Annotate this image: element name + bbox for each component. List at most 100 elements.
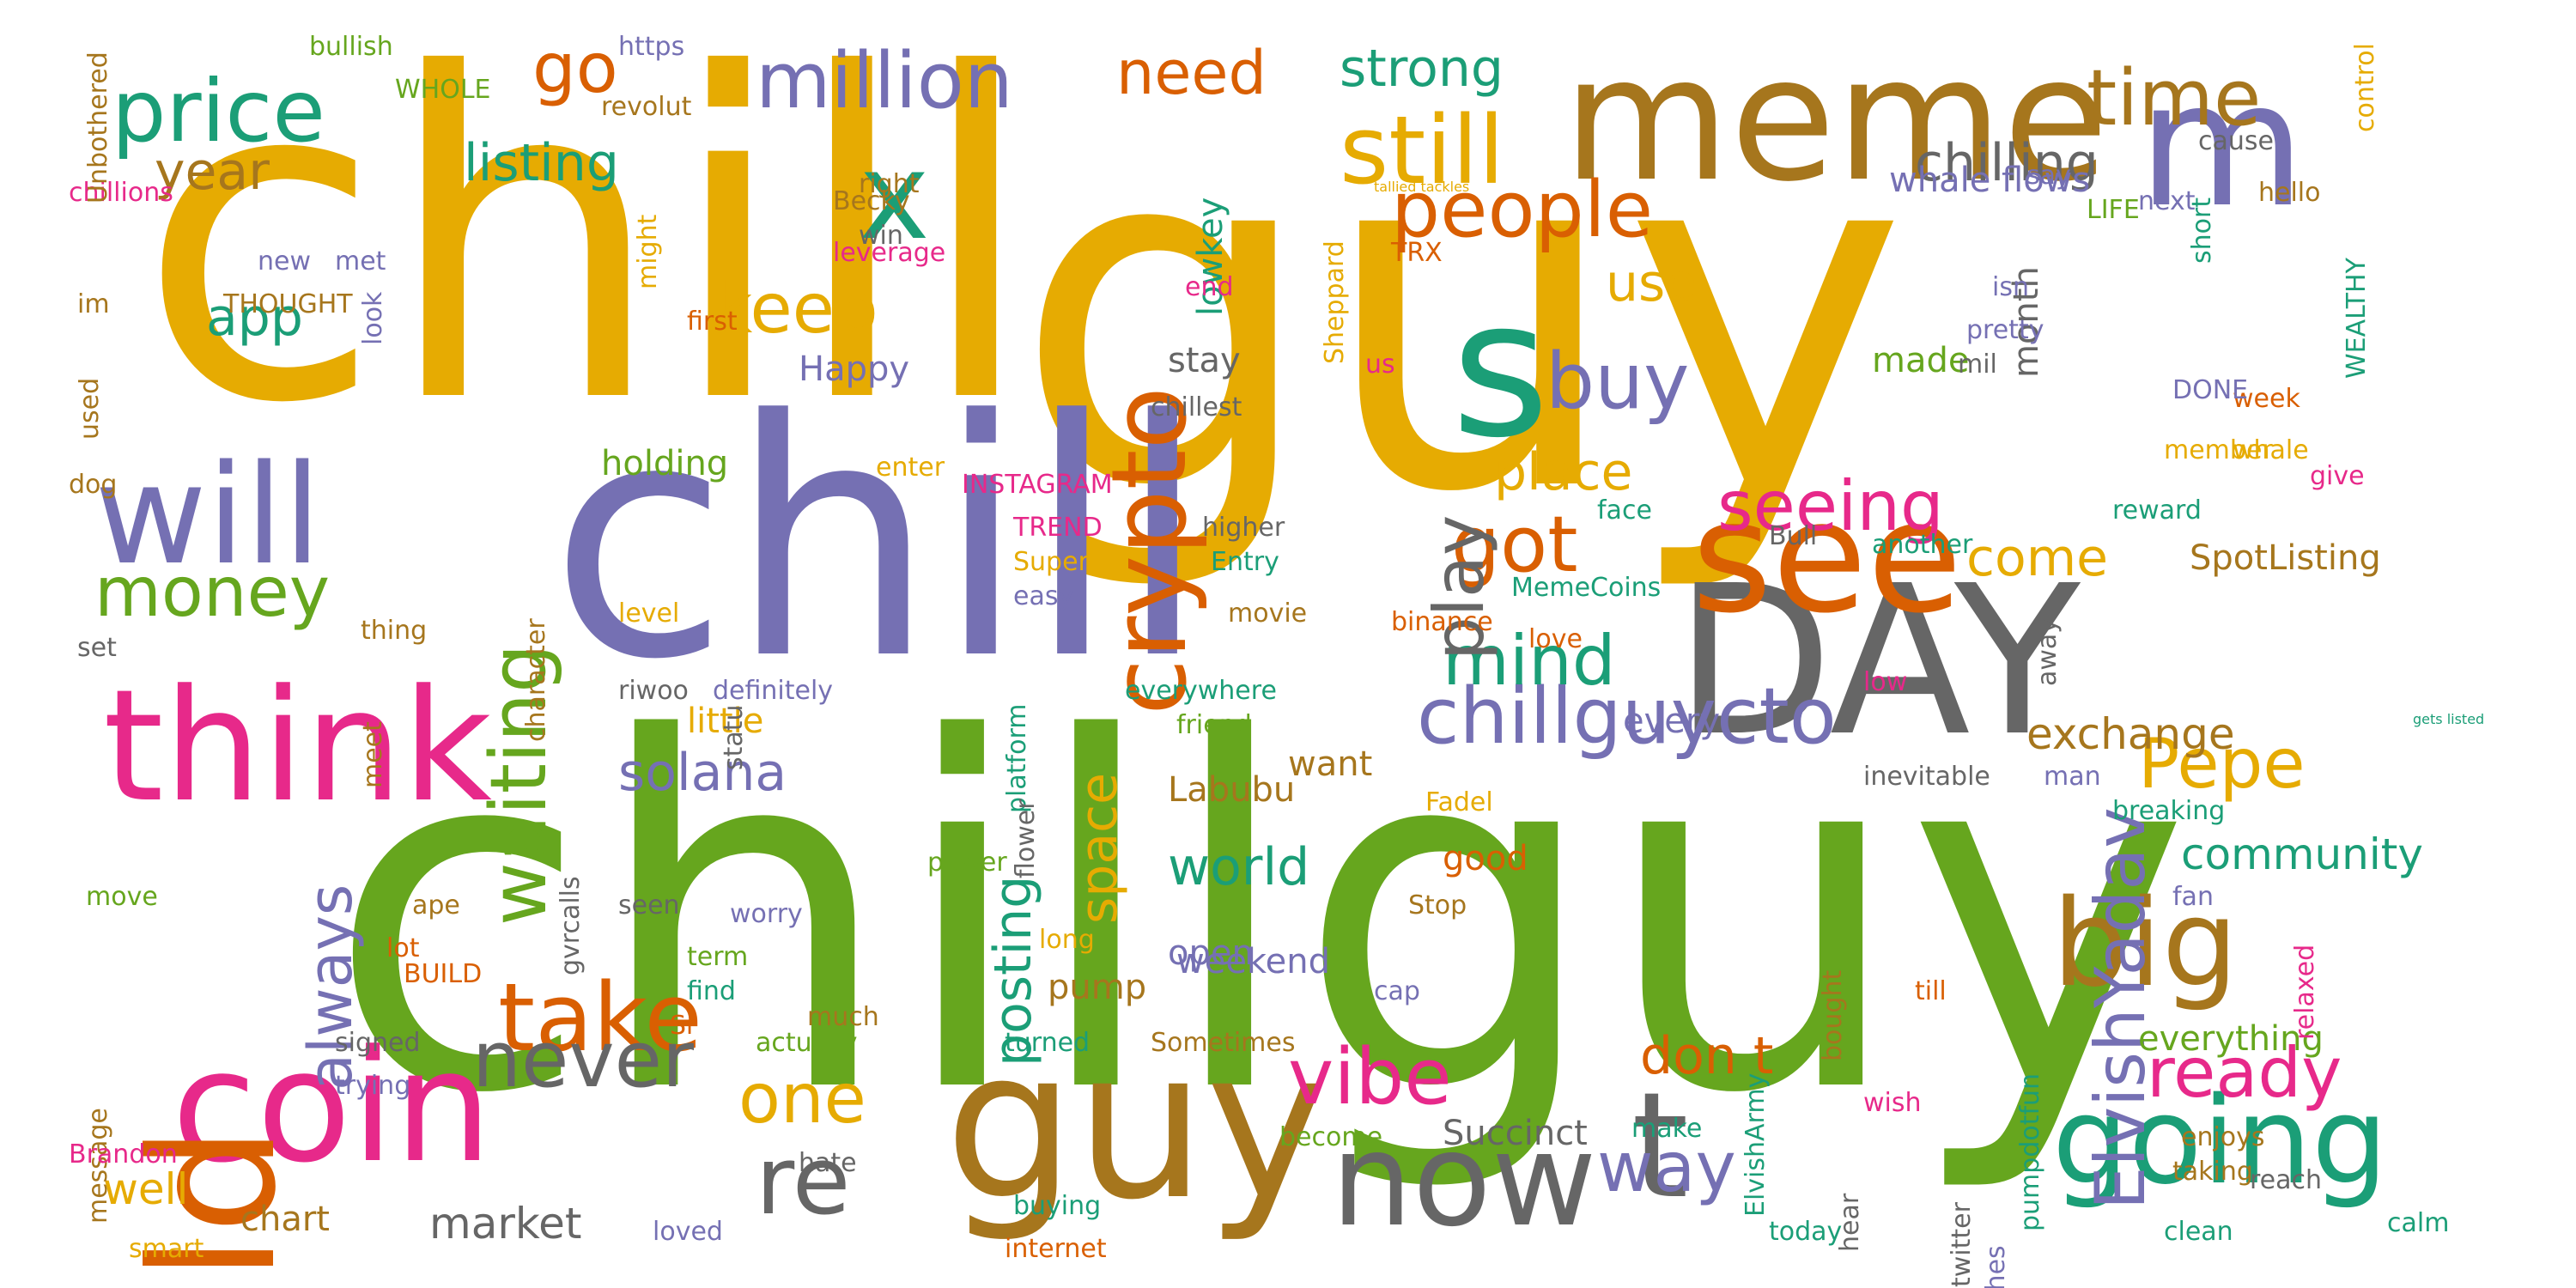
word-wish: wish — [1863, 1088, 1922, 1118]
word-internet: internet — [1005, 1234, 1107, 1264]
word-long: long — [1039, 925, 1095, 955]
word-mil: mil — [1958, 349, 1997, 380]
word-thought: THOUGHT — [223, 289, 353, 319]
word-never: never — [472, 1015, 695, 1105]
word-statu: statu — [719, 704, 749, 770]
word-re: re — [756, 1126, 851, 1236]
word-s: s — [1451, 259, 1550, 479]
word-low: low — [1863, 667, 1908, 697]
word-still: still — [1340, 95, 1505, 205]
word-say: say — [2026, 161, 2071, 191]
word-brandon: Brandon — [69, 1139, 178, 1170]
word-m: m — [2138, 46, 2306, 246]
word-labubu: Labubu — [1168, 770, 1296, 810]
word-turned: turned — [1005, 1028, 1091, 1058]
word-lot: lot — [386, 933, 420, 963]
word-world: world — [1168, 837, 1310, 897]
word-million: million — [756, 36, 1013, 126]
word-calm: calm — [2387, 1208, 2450, 1238]
word-take: take — [498, 963, 702, 1072]
word-chill-gold: chill — [137, 0, 1038, 501]
word-succinct: Succinct — [1443, 1114, 1588, 1153]
word-tallied-tackles: tallied tackles — [1374, 179, 1470, 195]
word-move: move — [86, 882, 158, 912]
word-cause: cause — [2198, 126, 2274, 156]
word-next: next — [2138, 186, 2196, 216]
word-chillions: chillions — [69, 178, 173, 208]
word-going: going — [2052, 1072, 2389, 1212]
word-revolut: revolut — [601, 92, 692, 122]
word-love: love — [1528, 624, 1583, 654]
word-whale-flows: whale flows — [1889, 161, 2091, 200]
word-space: space — [1069, 772, 1129, 924]
word-market: market — [429, 1199, 582, 1249]
word-meet: meet — [358, 721, 388, 788]
word-higher: higher — [1202, 513, 1285, 543]
word-signed: signed — [335, 1028, 421, 1058]
word-breaking: breaking — [2112, 796, 2226, 826]
word-chart: chart — [240, 1200, 330, 1239]
word-spotlisting: SpotListing — [2190, 538, 2381, 578]
word-place: place — [1494, 442, 1633, 502]
word-become: become — [1279, 1122, 1383, 1152]
word-gvrcalls: gvrcalls — [556, 876, 586, 975]
word-twitter: twitter — [1947, 1202, 1977, 1287]
word-money: money — [94, 552, 331, 632]
word-another: another — [1872, 530, 1973, 560]
word-smart: smart — [129, 1234, 204, 1264]
word-reach: reach — [2250, 1165, 2323, 1195]
word-everything: everything — [2138, 1019, 2324, 1059]
word-life: LIFE — [2087, 195, 2140, 225]
word-listing: listing — [464, 133, 619, 193]
word-actually: actually — [756, 1028, 858, 1058]
word-holding: holding — [601, 444, 729, 483]
word-becky: Becky — [833, 186, 910, 216]
word-movie: movie — [1228, 598, 1308, 629]
word-good: good — [1443, 839, 1528, 878]
word-community: community — [2181, 829, 2423, 879]
word-sometimes: Sometimes — [1151, 1028, 1296, 1058]
word-chill-purple: chill — [550, 350, 1208, 731]
word-dog: dog — [69, 470, 118, 500]
word-x: x — [859, 127, 930, 267]
word-today: today — [1769, 1217, 1843, 1247]
word-chillguycto: chillguycto — [1417, 671, 1837, 762]
word-right: right — [859, 169, 920, 199]
word-now: now — [1331, 1106, 1597, 1255]
word-unbothered: Unbothered — [83, 52, 113, 204]
word-everywhere: everywhere — [1125, 676, 1277, 706]
word-made: made — [1872, 341, 1970, 380]
word-build: BUILD — [404, 959, 483, 989]
word-leverage: leverage — [833, 238, 946, 268]
word-big: big — [2052, 874, 2239, 1014]
word-come: come — [1966, 528, 2109, 588]
word-ape: ape — [412, 890, 460, 920]
word-binance: binance — [1391, 607, 1493, 637]
word-time: time — [2087, 53, 2262, 143]
word-buying: buying — [1013, 1191, 1102, 1221]
word-used: used — [75, 377, 105, 440]
word-mind: mind — [1443, 621, 1616, 701]
word-trx: TRX — [1391, 238, 1443, 268]
word-might: might — [633, 214, 663, 289]
word-entry: Entry — [1211, 547, 1279, 577]
word-away: away — [2032, 617, 2063, 686]
word-play: play — [1419, 514, 1499, 660]
word-much: much — [807, 1002, 879, 1032]
word-hello: hello — [2258, 178, 2321, 208]
word-control: control — [2350, 43, 2380, 132]
word-win: win — [859, 221, 903, 251]
word-definitely: definitely — [713, 676, 834, 706]
word-see: see — [1692, 468, 1963, 647]
word-keep: keep — [713, 269, 878, 349]
word-always: always — [295, 884, 366, 1091]
word-day: DAY — [1674, 541, 2081, 781]
word-trenches: Trenches — [1981, 1245, 2011, 1288]
word-use: use — [1606, 253, 1698, 313]
word-whale: whale — [2233, 435, 2309, 465]
word-wealthy: WEALTHY — [2342, 258, 2372, 379]
word-end: end — [1185, 272, 1234, 302]
word-enjoys: enjoys — [2181, 1122, 2265, 1152]
word-face: face — [1597, 495, 1652, 526]
